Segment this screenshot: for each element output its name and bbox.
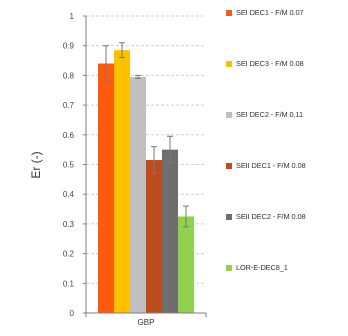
y-tick-label: 0.8 — [63, 71, 75, 80]
bar — [114, 50, 130, 313]
legend-label: SEI DEC3 - F/M 0.08 — [236, 59, 304, 68]
y-tick-label: 0.6 — [63, 131, 75, 140]
bar — [178, 216, 194, 313]
y-tick-label: 0 — [70, 309, 75, 318]
y-tick-label: 1 — [70, 12, 75, 21]
legend-item: SEI DEC1 - F/M 0.07 — [226, 8, 304, 17]
bar — [162, 149, 178, 313]
legend-label: SEI DEC1 - F/M 0.07 — [236, 8, 304, 17]
y-tick-label: 0.4 — [63, 190, 75, 199]
legend-label: LOR-E-DEC8_1 — [236, 263, 288, 272]
y-tick-label: 0.9 — [63, 42, 75, 51]
legend-swatch — [226, 9, 232, 16]
legend-swatch — [226, 213, 232, 220]
legend: SEI DEC1 - F/M 0.07 SEI DEC3 - F/M 0.08 SE… — [226, 8, 348, 308]
legend-item: SEII DEC2 - F/M 0.08 — [226, 212, 306, 221]
bar — [98, 63, 114, 313]
y-axis-ticks: 0 0.1 0.2 0.3 0.4 0.5 0.6 0.7 0.8 0.9 1 — [63, 12, 86, 318]
y-axis-title: Er (-) — [29, 151, 43, 178]
y-tick-label: 0.3 — [63, 220, 75, 229]
y-tick-label: 0.7 — [63, 101, 75, 110]
x-axis-ticks: GBP — [85, 313, 207, 327]
legend-item: SEI DEC2 - F/M 0.11 — [226, 110, 303, 119]
y-tick-label: 0.1 — [63, 279, 75, 288]
legend-item: SEI DEC3 - F/M 0.08 — [226, 59, 304, 68]
legend-swatch — [226, 60, 232, 67]
legend-label: SEII DEC2 - F/M 0.08 — [236, 212, 306, 221]
legend-label: SEII DEC1 - F/M 0.08 — [236, 161, 306, 170]
legend-swatch — [226, 162, 232, 169]
legend-swatch — [226, 111, 232, 118]
error-bars — [103, 42, 189, 228]
legend-item: SEII DEC1 - F/M 0.08 — [226, 161, 306, 170]
y-tick-label: 0.2 — [63, 250, 75, 259]
legend-label: SEI DEC2 - F/M 0.11 — [236, 110, 303, 119]
x-category-label: GBP — [138, 318, 155, 327]
legend-item: LOR-E-DEC8_1 — [226, 263, 288, 272]
legend-swatch — [226, 264, 232, 271]
y-tick-label: 0.5 — [63, 161, 75, 170]
bar — [130, 76, 146, 313]
bar — [146, 160, 162, 313]
bars — [98, 50, 194, 313]
